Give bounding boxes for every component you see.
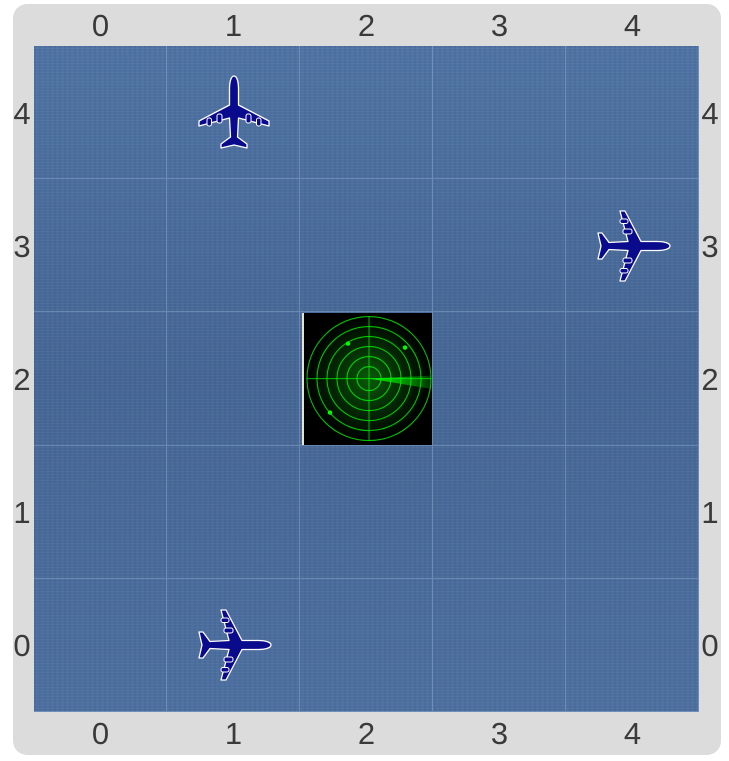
column-label-top: 1 (224, 8, 243, 43)
grid-cell[interactable] (34, 179, 167, 313)
row-label-left: 0 (13, 628, 31, 663)
grid-cell[interactable] (566, 179, 699, 313)
row-label-left: 4 (13, 96, 31, 131)
row-label-right: 3 (701, 229, 719, 264)
radar-tile-edge (302, 313, 304, 445)
radar-icon[interactable] (302, 313, 432, 445)
grid-cell[interactable] (433, 179, 566, 313)
row-label-right: 4 (701, 96, 719, 131)
row-label-right: 0 (701, 628, 719, 663)
grid-cell[interactable] (167, 445, 300, 579)
row-label-right: 1 (701, 495, 719, 530)
column-label-bottom: 4 (623, 716, 642, 751)
airplane-icon[interactable] (194, 605, 274, 685)
grid-cell[interactable] (433, 445, 566, 579)
grid-cell[interactable] (566, 312, 699, 446)
column-label-bottom: 1 (224, 716, 243, 751)
column-label-bottom: 3 (490, 716, 509, 751)
grid-cell[interactable] (300, 578, 433, 712)
grid-cell[interactable] (167, 179, 300, 313)
row-label-left: 1 (13, 495, 31, 530)
grid-cell[interactable] (566, 445, 699, 579)
grid-cell[interactable] (167, 578, 300, 712)
ocean-grid (34, 46, 699, 712)
grid-cell[interactable] (34, 445, 167, 579)
row-label-left: 3 (13, 229, 31, 264)
grid-cell[interactable] (300, 46, 433, 180)
column-label-bottom: 2 (357, 716, 376, 751)
grid-cell[interactable] (433, 46, 566, 180)
column-label-bottom: 0 (91, 716, 110, 751)
grid-cell[interactable] (433, 312, 566, 446)
grid-cell[interactable] (300, 445, 433, 579)
grid-cell[interactable] (167, 312, 300, 446)
grid-cell[interactable] (566, 46, 699, 180)
column-label-top: 2 (357, 8, 376, 43)
column-label-top: 3 (490, 8, 509, 43)
row-label-right: 2 (701, 362, 719, 397)
airplane-icon[interactable] (194, 73, 274, 153)
grid-cell[interactable] (566, 578, 699, 712)
grid-cell[interactable] (34, 312, 167, 446)
row-label-left: 2 (13, 362, 31, 397)
grid-cell[interactable] (167, 46, 300, 180)
grid-cell[interactable] (433, 578, 566, 712)
grid-cell[interactable] (34, 578, 167, 712)
airplane-icon[interactable] (593, 206, 673, 286)
grid-cell[interactable] (300, 312, 433, 446)
grid-cell[interactable] (34, 46, 167, 180)
grid-cell[interactable] (300, 179, 433, 313)
column-label-top: 0 (91, 8, 110, 43)
column-label-top: 4 (623, 8, 642, 43)
